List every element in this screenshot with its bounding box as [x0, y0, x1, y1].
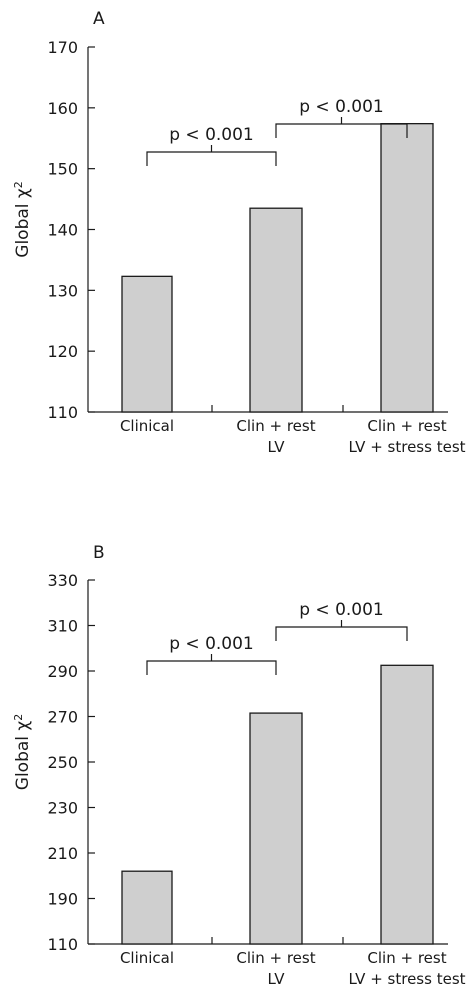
- panel-b-chart: B 110 190 210 230 250 270 290 310 330 Global χ2 Cli…: [12, 543, 466, 987]
- panel-a-chart: A 110 120 130 140 150 160 170 Global χ2 Clinical C…: [12, 9, 466, 456]
- significance-label: p < 0.001: [169, 125, 254, 145]
- bar: [121, 275, 173, 413]
- bar: [380, 664, 434, 945]
- significance-bracket: [146, 660, 277, 675]
- x-tick-label: LV: [268, 970, 286, 987]
- significance-label: p < 0.001: [169, 634, 254, 654]
- y-tick-label: 130: [47, 281, 78, 300]
- significance-bracket: [146, 151, 277, 166]
- y-tick-label: 250: [47, 753, 78, 772]
- y-tick-label: 110: [47, 935, 78, 954]
- y-tick-label: 330: [47, 571, 78, 590]
- y-axis-label: Global χ2: [12, 181, 34, 257]
- x-tick-label: Clinical: [120, 417, 174, 435]
- y-tick-label: 310: [47, 617, 78, 636]
- x-tick-label: Clinical: [120, 949, 174, 967]
- y-tick-label: 170: [47, 38, 78, 57]
- x-tick-label: LV + stress test: [348, 970, 465, 987]
- y-tick-label: 230: [47, 799, 78, 818]
- y-tick-label: 140: [47, 221, 78, 240]
- bar: [121, 870, 173, 945]
- x-tick-label: LV: [268, 438, 286, 456]
- x-tick-label: LV + stress test: [348, 438, 465, 456]
- y-tick-label: 270: [47, 708, 78, 727]
- bar: [249, 712, 303, 945]
- significance-bracket: [275, 626, 408, 641]
- y-axis-label: Global χ2: [12, 714, 34, 790]
- y-tick-label: 150: [47, 160, 78, 179]
- significance-label: p < 0.001: [299, 97, 384, 117]
- significance-label: p < 0.001: [299, 600, 384, 620]
- y-tick-label: 190: [47, 890, 78, 909]
- y-tick-label: 120: [47, 342, 78, 361]
- y-tick-label: 160: [47, 99, 78, 118]
- x-tick-label: Clin + rest: [367, 949, 446, 967]
- y-tick-label: 290: [47, 662, 78, 681]
- panel-label: A: [93, 9, 105, 29]
- x-tick-label: Clin + rest: [367, 417, 446, 435]
- bar: [249, 207, 303, 413]
- y-tick-label: 110: [47, 403, 78, 422]
- bar: [380, 123, 434, 413]
- x-tick-label: Clin + rest: [236, 417, 315, 435]
- panel-label: B: [93, 543, 105, 563]
- y-tick-label: 210: [47, 844, 78, 863]
- x-tick-label: Clin + rest: [236, 949, 315, 967]
